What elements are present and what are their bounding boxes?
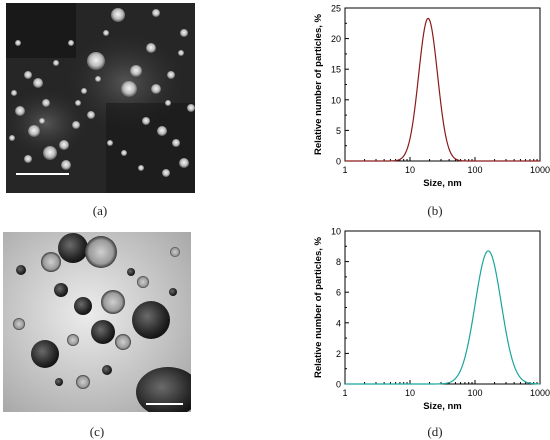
chart-d-xlabel: Size, nm <box>423 401 462 412</box>
chart-d-series-curve <box>345 250 541 385</box>
chart-d-xtick-label: 100 <box>467 388 482 398</box>
micrograph-a <box>6 3 195 193</box>
chart-b-ytick-label: 10 <box>331 95 341 105</box>
chart-b-ytick-label: 20 <box>331 34 341 44</box>
micrograph-c-particles <box>3 232 191 412</box>
chart-d-ylabel: Relative number of particles, % <box>313 236 324 378</box>
panel-label-c: (c) <box>89 424 105 439</box>
chart-d-xtick-label: 1 <box>342 388 347 398</box>
chart-d-xtick-label: 10 <box>405 388 415 398</box>
panel-label-a: (a) <box>92 203 108 218</box>
chart-d-ytick-label: 4 <box>336 318 341 328</box>
chart-d-ytick-label: 10 <box>331 227 341 237</box>
chart-b-xtick-label: 1 <box>342 165 347 175</box>
panel-label-d: (d) <box>427 424 443 439</box>
micrograph-a-particles <box>6 3 195 193</box>
chart-b-ytick-label: 5 <box>336 126 341 136</box>
micrograph-c <box>3 232 191 412</box>
chart-b-xtick-label: 100 <box>467 165 482 175</box>
chart-b-xtick-label: 1000 <box>530 165 550 175</box>
chart-b-series-curve <box>345 17 540 162</box>
chart-b-ylabel: Relative number of particles, % <box>313 13 324 155</box>
chart-b-ytick-label: 0 <box>336 157 341 167</box>
chart-d-ytick-label: 8 <box>336 257 341 267</box>
chart-d-ytick-label: 2 <box>336 349 341 359</box>
chart-b-ytick-label: 15 <box>331 65 341 75</box>
chart-b-xtick-label: 10 <box>405 165 415 175</box>
chart-d-ytick-label: 6 <box>336 288 341 298</box>
chart-b-ytick-label: 25 <box>331 4 341 14</box>
panel-label-b: (b) <box>427 203 443 218</box>
chart-d-frame <box>344 230 541 385</box>
chart-b-xlabel: Size, nm <box>423 178 462 189</box>
chart-b-frame <box>344 7 541 162</box>
chart-d-xtick-label: 1000 <box>530 388 550 398</box>
chart-d-ytick-label: 0 <box>336 380 341 390</box>
